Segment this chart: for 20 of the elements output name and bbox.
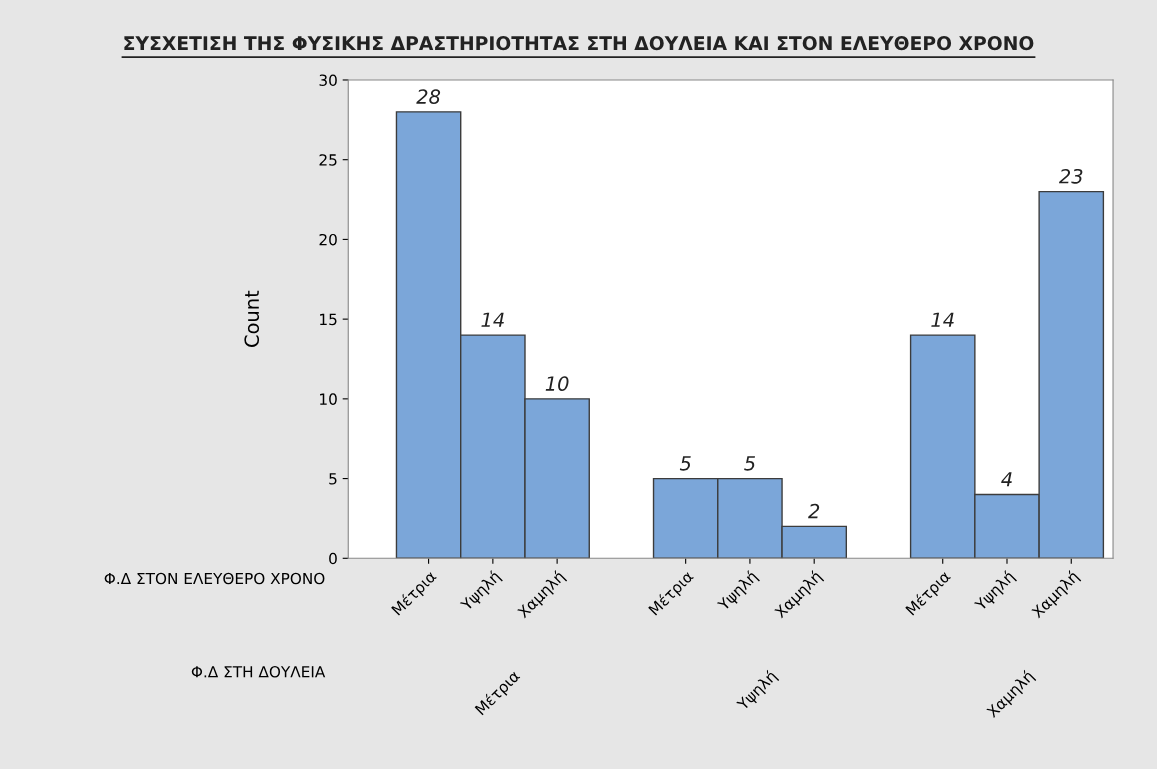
data-label: 14 [481, 312, 504, 327]
y-axis-title: Count [244, 290, 260, 347]
y-tick-label: 25 [319, 154, 337, 166]
y-tick-label: 10 [320, 393, 337, 405]
data-label: 23 [1058, 168, 1083, 184]
data-label: 28 [416, 89, 441, 104]
text: Φ.Δ ΣΤΗ ΔΟΥΛΕΙΑ [191, 665, 326, 678]
text: Φ.Δ ΣΤΟΝ ΕΛΕΥΘΕΡΟ ΧΡΟΝΟ [104, 572, 325, 585]
y-tick-label: 20 [319, 233, 337, 246]
y-tick-label: 30 [319, 74, 337, 86]
data-label: 14 [931, 312, 954, 327]
y-tick-label: 0 [329, 552, 337, 565]
chart-title: ΣΥΣΧΕΤΙΣΗ ΤΗΣ ΦΥΣΙΚΗΣ ΔΡΑΣΤΗΡΙΟΤΗΤΑΣ ΣΤΗ ΔΟΥΛΕΙΑ ΚΑΙ ΣΤΟΝ ΕΛΕΥΘΕΡΟ ΧΡΟΝΟ [124, 36, 1034, 51]
y-tick-label: 5 [329, 473, 337, 485]
data-label: 10 [545, 376, 569, 391]
data-label: 5 [679, 456, 691, 471]
y-tick-label: 15 [320, 313, 337, 326]
data-label: 4 [1001, 472, 1012, 487]
data-label: 5 [744, 456, 756, 471]
data-label: 2 [808, 503, 820, 519]
